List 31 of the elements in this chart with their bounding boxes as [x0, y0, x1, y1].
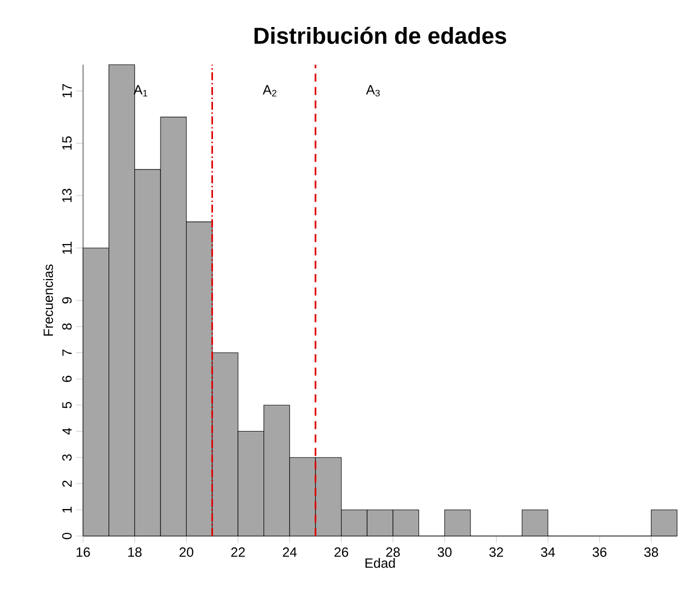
- x-tick-label: 24: [282, 548, 297, 557]
- x-axis-title: Edad: [366, 558, 395, 568]
- y-tick-label: 4: [62, 428, 72, 435]
- y-tick-label: 7: [62, 350, 72, 356]
- x-tick-label: 32: [489, 548, 504, 558]
- x-tick-label: 28: [386, 548, 400, 558]
- chart-title: Distribución de edades: [254, 26, 506, 44]
- x-tick-label: 22: [231, 548, 245, 557]
- x-tick-label: 38: [644, 548, 658, 558]
- x-tick-label: 26: [334, 548, 348, 558]
- y-tick-label: 9: [62, 297, 72, 304]
- y-tick-label: 3: [62, 454, 72, 461]
- x-tick-label: 30: [438, 548, 452, 558]
- y-tick-label: 6: [62, 376, 72, 382]
- annotation: A$_{2}$: [262, 85, 276, 97]
- y-tick-label: 13: [62, 188, 72, 202]
- x-tick-label: 34: [540, 548, 555, 558]
- y-axis-title: Frecuencias: [43, 264, 54, 336]
- y-tick-label: 2: [62, 480, 72, 487]
- y-tick-label: 5: [62, 402, 72, 408]
- y-tick-label: 15: [62, 136, 72, 150]
- y-tick-label: 1: [62, 506, 72, 513]
- y-tick-label: 8: [62, 324, 72, 330]
- y-tick-label: 17: [62, 84, 72, 98]
- x-tick-label: 20: [180, 548, 194, 558]
- annotation: A$_{3}$: [366, 85, 380, 97]
- y-tick-label: 0: [62, 533, 72, 540]
- x-tick-label: 16: [76, 548, 90, 558]
- y-tick-label: 11: [62, 242, 72, 254]
- x-tick-label: 36: [592, 548, 606, 558]
- x-tick-label: 18: [128, 548, 142, 558]
